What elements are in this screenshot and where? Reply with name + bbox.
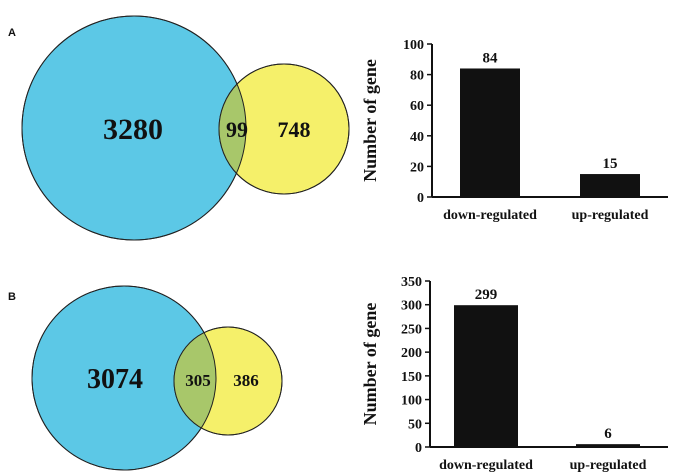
chart-b-y-tick-label: 200 (401, 346, 422, 361)
chart-a-category-label: up-regulated (572, 208, 649, 223)
bar-chart-b: 0 50 100 150 200 250 300 350 Number of gene 299 do… (360, 275, 668, 473)
venn-b-left-count: 3074 (87, 364, 143, 395)
chart-b-y-tick-label: 0 (415, 441, 422, 456)
chart-b-category-label: down-regulated (439, 458, 533, 473)
panel-label-a: A (8, 27, 16, 39)
chart-b-bar-down-regulated (454, 305, 518, 447)
venn-b-right-outline (173, 326, 283, 436)
venn-a-left-outline (21, 15, 247, 241)
chart-b-y-tick-label: 50 (408, 417, 422, 432)
venn-b-left-outline (31, 285, 217, 471)
chart-a-y-tick-label: 40 (410, 130, 424, 145)
venn-a-left-count: 3280 (103, 113, 163, 146)
chart-b-data-label: 299 (475, 287, 498, 303)
chart-a-bar-down-regulated (460, 68, 520, 197)
chart-b-y-tick-label: 150 (401, 370, 422, 385)
venn-b: B 3074 305 386 (8, 285, 283, 471)
chart-a-y-tick-label: 20 (410, 160, 424, 175)
chart-a-y-tick-label: 0 (417, 191, 424, 206)
chart-a-data-label: 84 (483, 50, 499, 66)
chart-b-y-tick-label: 300 (401, 299, 422, 314)
bar-chart-a: 0 20 40 60 80 100 Number of gene 84 down-regulat… (360, 38, 668, 223)
chart-a-data-label: 15 (603, 156, 618, 172)
venn-b-right-count: 386 (233, 371, 259, 390)
chart-b-y-tick-label: 350 (401, 275, 422, 290)
venn-b-overlap (174, 327, 216, 435)
venn-a-overlap-count: 99 (226, 117, 248, 142)
venn-a-right-count: 748 (278, 117, 311, 142)
chart-a-y-tick-label: 100 (403, 38, 424, 53)
chart-a-y-tick-label: 80 (410, 69, 424, 84)
chart-b-y-tick-label: 100 (401, 394, 422, 409)
chart-a-category-label: down-regulated (443, 208, 537, 223)
chart-a-y-axis-title: Number of gene (360, 59, 380, 182)
panel-label-b: B (8, 291, 16, 303)
chart-b-category-label: up-regulated (570, 458, 647, 473)
chart-b-bar-up-regulated (576, 444, 640, 447)
venn-b-overlap-count: 305 (185, 371, 211, 390)
chart-b-y-tick-label: 250 (401, 322, 422, 337)
chart-b-data-label: 6 (604, 426, 612, 442)
venn-a-right-outline (218, 63, 350, 195)
chart-a-y-tick-label: 60 (410, 99, 424, 114)
chart-a-bar-up-regulated (580, 174, 640, 197)
chart-b-y-axis-title: Number of gene (360, 303, 380, 426)
venn-a: A 3280 99 748 (8, 15, 350, 241)
